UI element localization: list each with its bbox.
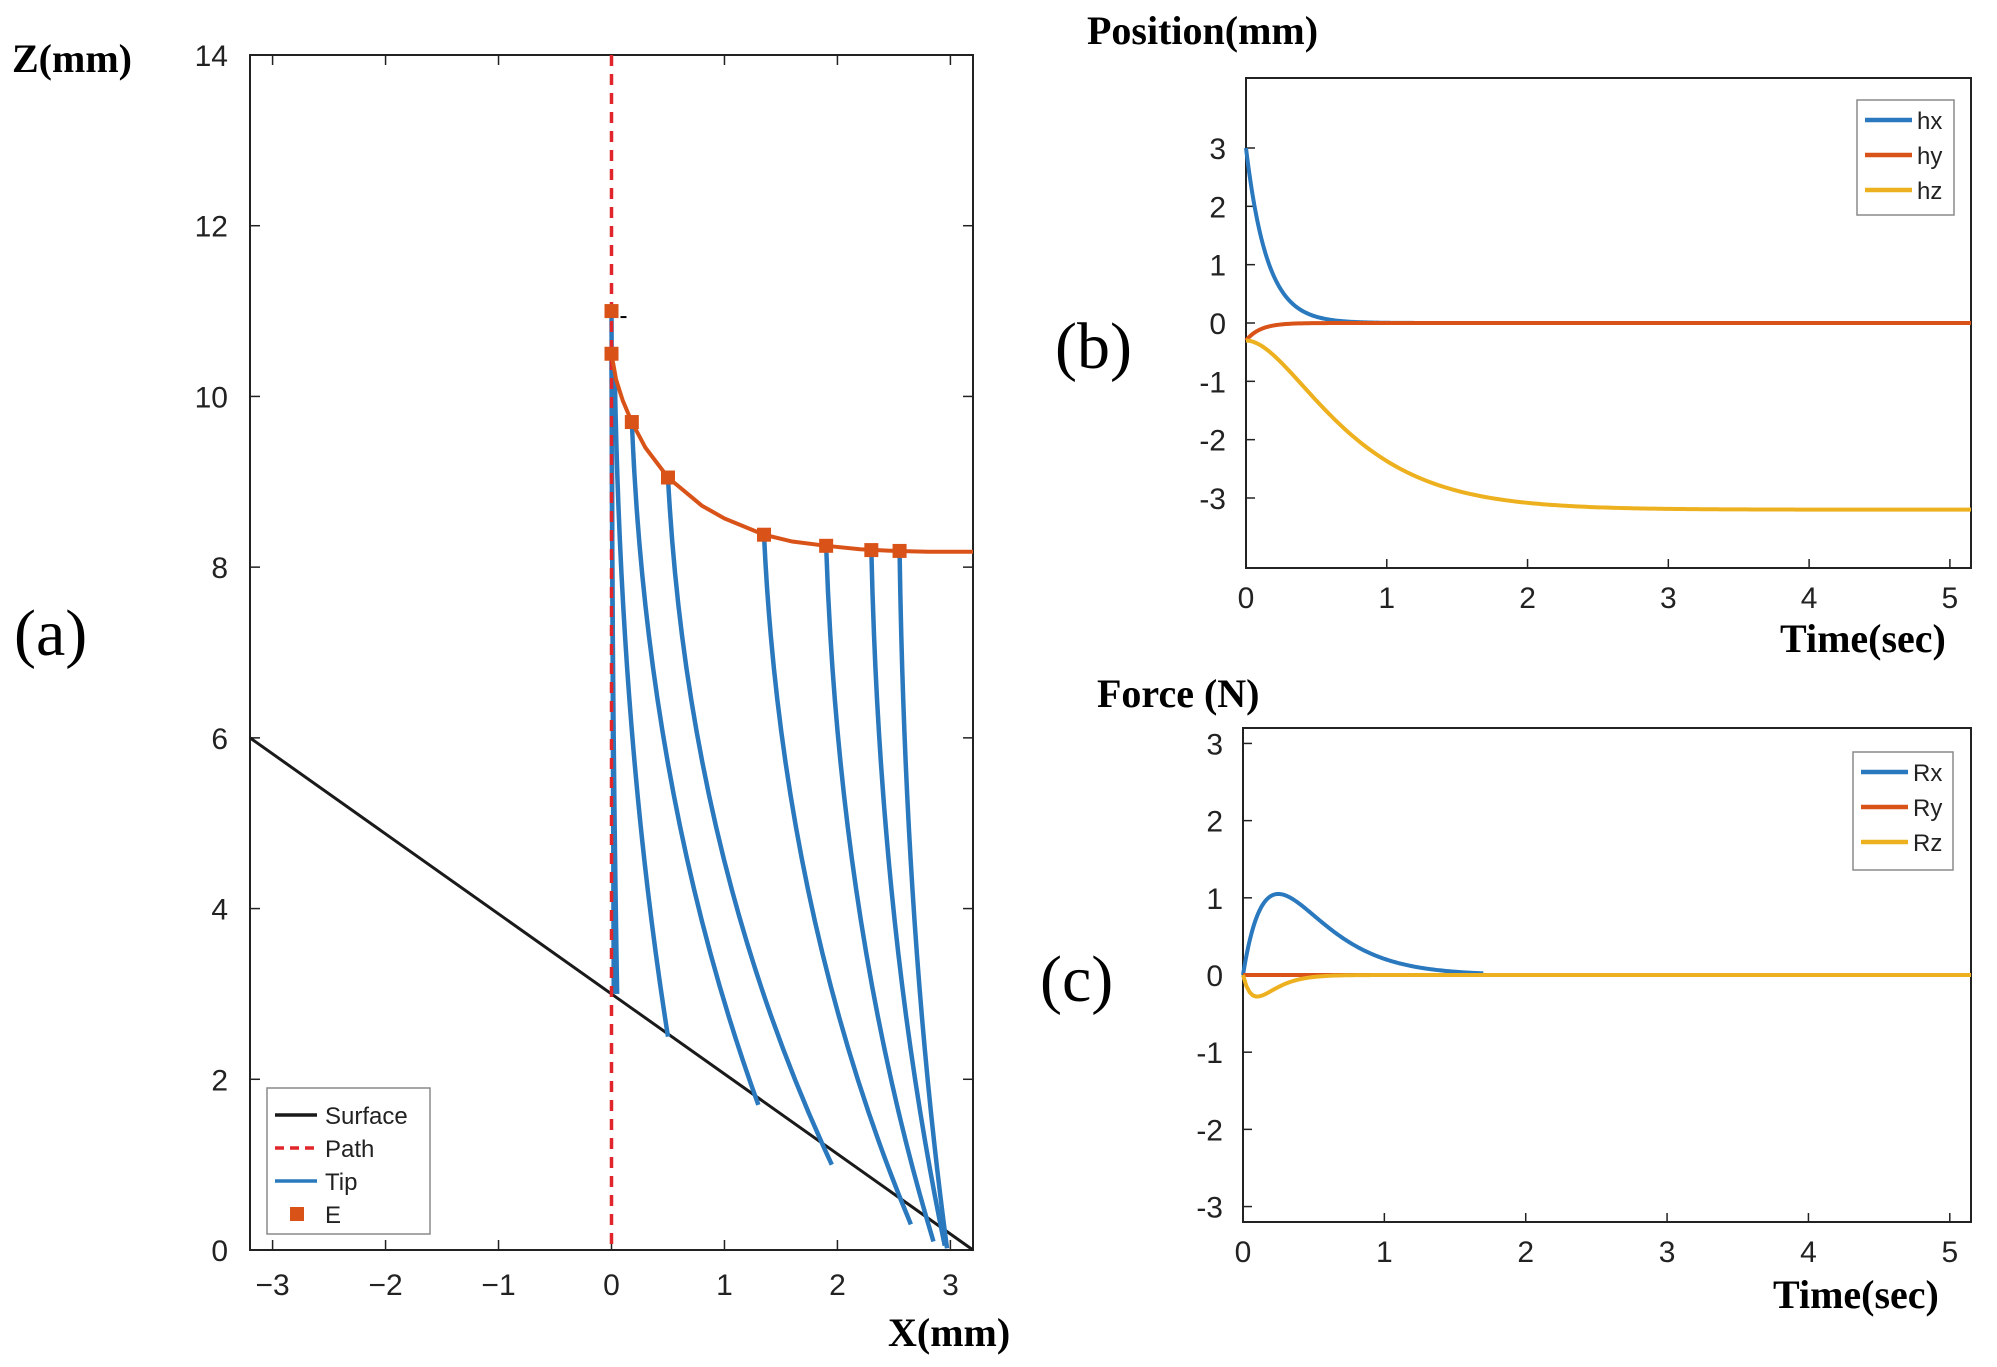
x-tick-label: −1 xyxy=(481,1269,515,1302)
panel-c-ticks: 0 1 2 3 4 5 -3 -2 -1 0 1 2 3 xyxy=(1196,728,1958,1269)
E-marker xyxy=(604,304,619,319)
panel-c-plot-area xyxy=(1241,891,1971,999)
x-tick-label: 3 xyxy=(942,1269,959,1302)
tip-curve xyxy=(869,550,947,1247)
E-marker xyxy=(757,527,772,542)
panel-c-xlabel: Time(sec) xyxy=(1773,1272,1939,1317)
tip-curve xyxy=(609,353,620,994)
y-tick-label: 0 xyxy=(1206,960,1223,993)
y-tick-label: 6 xyxy=(211,723,228,756)
y-tick-label: 2 xyxy=(211,1064,228,1097)
E-marker xyxy=(604,346,619,361)
legend-label: Rz xyxy=(1913,830,1942,857)
y-tick-label: 1 xyxy=(1209,250,1226,283)
y-tick-label: -2 xyxy=(1199,425,1226,458)
tip-curve xyxy=(629,421,761,1106)
E-marker xyxy=(892,543,907,558)
legend-label: Surface xyxy=(325,1103,408,1130)
legend-label: hz xyxy=(1917,178,1942,205)
x-tick-label: 3 xyxy=(1659,1236,1676,1269)
x-tick-label: 0 xyxy=(1235,1236,1252,1269)
y-tick-label: 8 xyxy=(211,552,228,585)
x-tick-label: 1 xyxy=(716,1269,733,1302)
y-tick-label: 1 xyxy=(1206,883,1223,916)
y-tick-label: -3 xyxy=(1199,483,1226,516)
y-tick-label: 2 xyxy=(1209,191,1226,224)
y-tick-label: 3 xyxy=(1206,728,1223,761)
panel-c-title: Force (N) xyxy=(1097,671,1260,716)
legend-label: Ry xyxy=(1913,795,1942,822)
y-tick-label: 12 xyxy=(195,211,228,244)
x-tick-label: 3 xyxy=(1660,582,1677,615)
y-tick-label: 14 xyxy=(195,40,228,73)
E-marker xyxy=(864,543,879,558)
series-line-hy xyxy=(1244,321,1971,342)
legend-label: E xyxy=(325,1202,341,1229)
panel-b-plot-area xyxy=(1244,147,1972,512)
x-tick-label: 1 xyxy=(1376,1236,1393,1269)
y-tick-label: 10 xyxy=(195,381,228,414)
tip-curve xyxy=(897,550,950,1249)
x-tick-label: 0 xyxy=(603,1269,620,1302)
series-line-hz xyxy=(1245,338,1972,512)
x-tick-label: −3 xyxy=(255,1269,289,1302)
y-tick-label: 3 xyxy=(1209,133,1226,166)
panel-c-chart: 0 1 2 3 4 5 -3 -2 -1 0 1 2 3 Force (N) Time(sec) (c)… xyxy=(1040,671,1972,1317)
panel-a-label: (a) xyxy=(14,597,87,670)
tip-curve xyxy=(761,534,913,1226)
y-tick-label: 0 xyxy=(211,1235,228,1268)
series-line-Rz xyxy=(1241,973,1971,999)
y-tick-label: -3 xyxy=(1196,1192,1223,1225)
E-curve xyxy=(609,353,973,554)
E-marker xyxy=(624,415,639,430)
y-tick-label: 2 xyxy=(1206,806,1223,839)
x-tick-label: 2 xyxy=(1517,1236,1534,1269)
panel-a-plot-area xyxy=(249,55,974,1252)
x-tick-label: 4 xyxy=(1801,582,1818,615)
tip-curve xyxy=(665,477,834,1166)
y-tick-label: 4 xyxy=(211,894,228,927)
x-tick-label: −2 xyxy=(368,1269,402,1302)
panel-b-xlabel: Time(sec) xyxy=(1780,616,1946,661)
x-tick-label: 2 xyxy=(1519,582,1536,615)
y-tick-label: -2 xyxy=(1196,1114,1223,1147)
y-tick-label: -1 xyxy=(1196,1037,1223,1070)
panel-a-ylabel: Z(mm) xyxy=(12,36,132,81)
legend-label: Tip xyxy=(325,1169,357,1196)
series-line-hx xyxy=(1244,147,1486,325)
x-tick-label: 5 xyxy=(1942,582,1959,615)
panel-c-label: (c) xyxy=(1040,943,1113,1016)
legend-label: Rx xyxy=(1913,760,1942,787)
x-tick-label: 1 xyxy=(1378,582,1395,615)
tip-curve xyxy=(612,379,671,1037)
y-tick-label: -1 xyxy=(1199,366,1226,399)
legend-label: Path xyxy=(325,1136,374,1163)
x-tick-label: 5 xyxy=(1941,1236,1958,1269)
panel-b-legend: hx hy hz xyxy=(1856,99,1955,216)
E-marker xyxy=(660,470,675,485)
panel-b-label: (b) xyxy=(1055,310,1132,383)
E-marker xyxy=(819,538,834,553)
x-tick-label: 4 xyxy=(1800,1236,1817,1269)
x-tick-label: 0 xyxy=(1238,582,1255,615)
tip-curve xyxy=(823,545,936,1243)
legend-label: hx xyxy=(1917,108,1942,135)
y-tick-label: 0 xyxy=(1209,308,1226,341)
panel-a-legend: Surface Path Tip E xyxy=(266,1087,431,1235)
series-line-Rx xyxy=(1241,891,1484,976)
x-tick-label: 2 xyxy=(829,1269,846,1302)
panel-a-xlabel: X(mm) xyxy=(888,1310,1010,1355)
legend-label: hy xyxy=(1917,143,1942,170)
legend-swatch xyxy=(290,1207,304,1221)
panel-c-legend: Rx Ry Rz xyxy=(1852,751,1954,871)
panel-b-ticks: 0 1 2 3 4 5 -3 -2 -1 0 1 2 3 xyxy=(1199,133,1958,615)
panel-b-title: Position(mm) xyxy=(1087,8,1318,53)
